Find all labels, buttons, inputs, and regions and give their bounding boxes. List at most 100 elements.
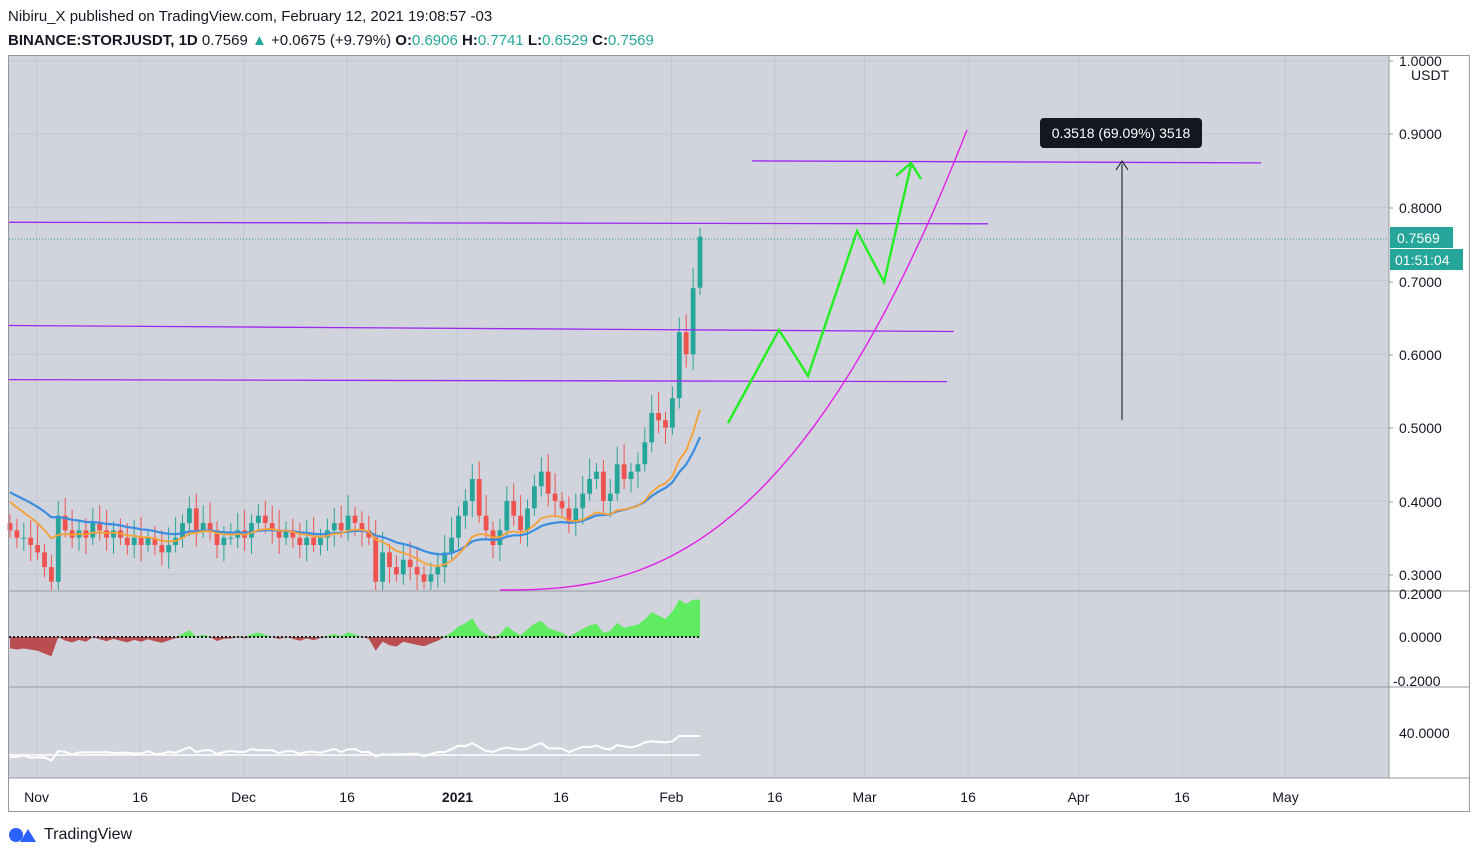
candle-body: [14, 530, 20, 538]
price-change: +0.0675 (+9.79%): [271, 32, 392, 49]
candle-body: [269, 523, 275, 531]
candle: [90, 508, 96, 546]
chart-frame: [8, 55, 1470, 812]
candle: [159, 530, 165, 566]
candle: [187, 496, 192, 537]
oscillator-tick-label: 0.2000: [1399, 586, 1442, 602]
candle: [283, 521, 289, 546]
candle-body: [262, 515, 268, 524]
candle: [483, 495, 489, 541]
candle-body: [594, 471, 599, 479]
candle-body: [359, 523, 365, 531]
projection-path: [726, 164, 913, 424]
candle: [269, 505, 275, 544]
candle: [28, 520, 34, 562]
time-tick-label: 2021: [442, 789, 473, 805]
open-label: O:: [395, 32, 412, 49]
candle-body: [428, 574, 434, 582]
candle-body: [663, 420, 668, 428]
candle-body: [435, 567, 441, 575]
candle-body: [21, 537, 27, 539]
candle-body: [559, 501, 565, 509]
candle: [42, 543, 47, 578]
candle: [345, 495, 351, 541]
candle: [587, 458, 592, 501]
candle: [469, 464, 475, 518]
candle: [214, 521, 220, 559]
close-value: 0.7569: [607, 32, 654, 49]
candle-body: [331, 523, 337, 531]
candle-body: [670, 398, 675, 428]
oscillator-tick-label: 0.0000: [1399, 629, 1442, 645]
last-price-badge: [1390, 227, 1453, 248]
candle-body: [580, 493, 586, 509]
rsi-tick-label: 40.0000: [1399, 725, 1450, 741]
publish-line: Nibiru_X published on TradingView.com, F…: [8, 8, 493, 25]
last-price-badge-label: 0.7569: [1397, 230, 1440, 246]
candle-body: [621, 464, 627, 479]
price-tick-label: 0.5000: [1399, 420, 1442, 436]
candle: [621, 443, 627, 490]
candle: [642, 427, 648, 472]
candle: [414, 546, 420, 590]
candle: [663, 411, 668, 444]
candle-body: [62, 515, 68, 531]
candle: [304, 520, 310, 562]
candle-body: [276, 530, 282, 538]
candle-body: [42, 552, 47, 568]
candle: [670, 386, 675, 435]
candle: [297, 523, 303, 559]
candle-body: [373, 537, 379, 582]
ema-fast-line: [9, 409, 701, 568]
candle: [594, 462, 599, 490]
candles-layer: [7, 227, 703, 590]
time-axis-background: [9, 778, 1470, 812]
candle: [428, 562, 434, 590]
tradingview-logo[interactable]: TradingView: [8, 826, 132, 844]
candle-body: [635, 464, 641, 472]
candle: [532, 474, 537, 516]
price-tick-label: 0.3000: [1399, 567, 1442, 583]
candle-body: [283, 530, 289, 538]
time-tick-label: 16: [1174, 789, 1190, 805]
candle-body: [256, 515, 261, 524]
candle: [145, 528, 151, 553]
candle: [607, 478, 613, 518]
candle-body: [387, 552, 392, 568]
candle-body: [532, 486, 537, 509]
time-tick-label: Dec: [231, 789, 256, 805]
candle-body: [607, 493, 613, 501]
candle: [504, 486, 510, 538]
candle: [49, 555, 54, 590]
candle: [180, 514, 185, 548]
support-level-line: [8, 378, 948, 383]
candle-body: [649, 412, 655, 443]
candle-body: [566, 508, 572, 524]
candle: [138, 517, 144, 562]
plot-background: [9, 56, 1389, 778]
low-value: 0.6529: [542, 32, 588, 49]
candle-body: [676, 332, 682, 399]
candle-body: [538, 471, 544, 487]
time-tick-label: Apr: [1068, 789, 1090, 805]
candle: [55, 501, 61, 590]
candle: [331, 508, 337, 547]
candle: [407, 542, 413, 581]
candle: [552, 473, 558, 518]
candle: [601, 459, 606, 515]
projection-arrowhead-icon: [895, 161, 923, 180]
candle-body: [187, 508, 192, 524]
candle-body: [49, 567, 54, 582]
candle-body: [214, 530, 220, 546]
candle-body: [552, 493, 558, 501]
candle-body: [131, 537, 137, 546]
candle-body: [124, 537, 130, 546]
candle-body: [414, 567, 420, 575]
candle-body: [545, 471, 551, 494]
candle: [649, 395, 655, 453]
candle-body: [290, 530, 296, 538]
last-price: 0.7569: [201, 32, 248, 49]
candle-body: [318, 537, 323, 546]
candle-body: [504, 501, 510, 531]
